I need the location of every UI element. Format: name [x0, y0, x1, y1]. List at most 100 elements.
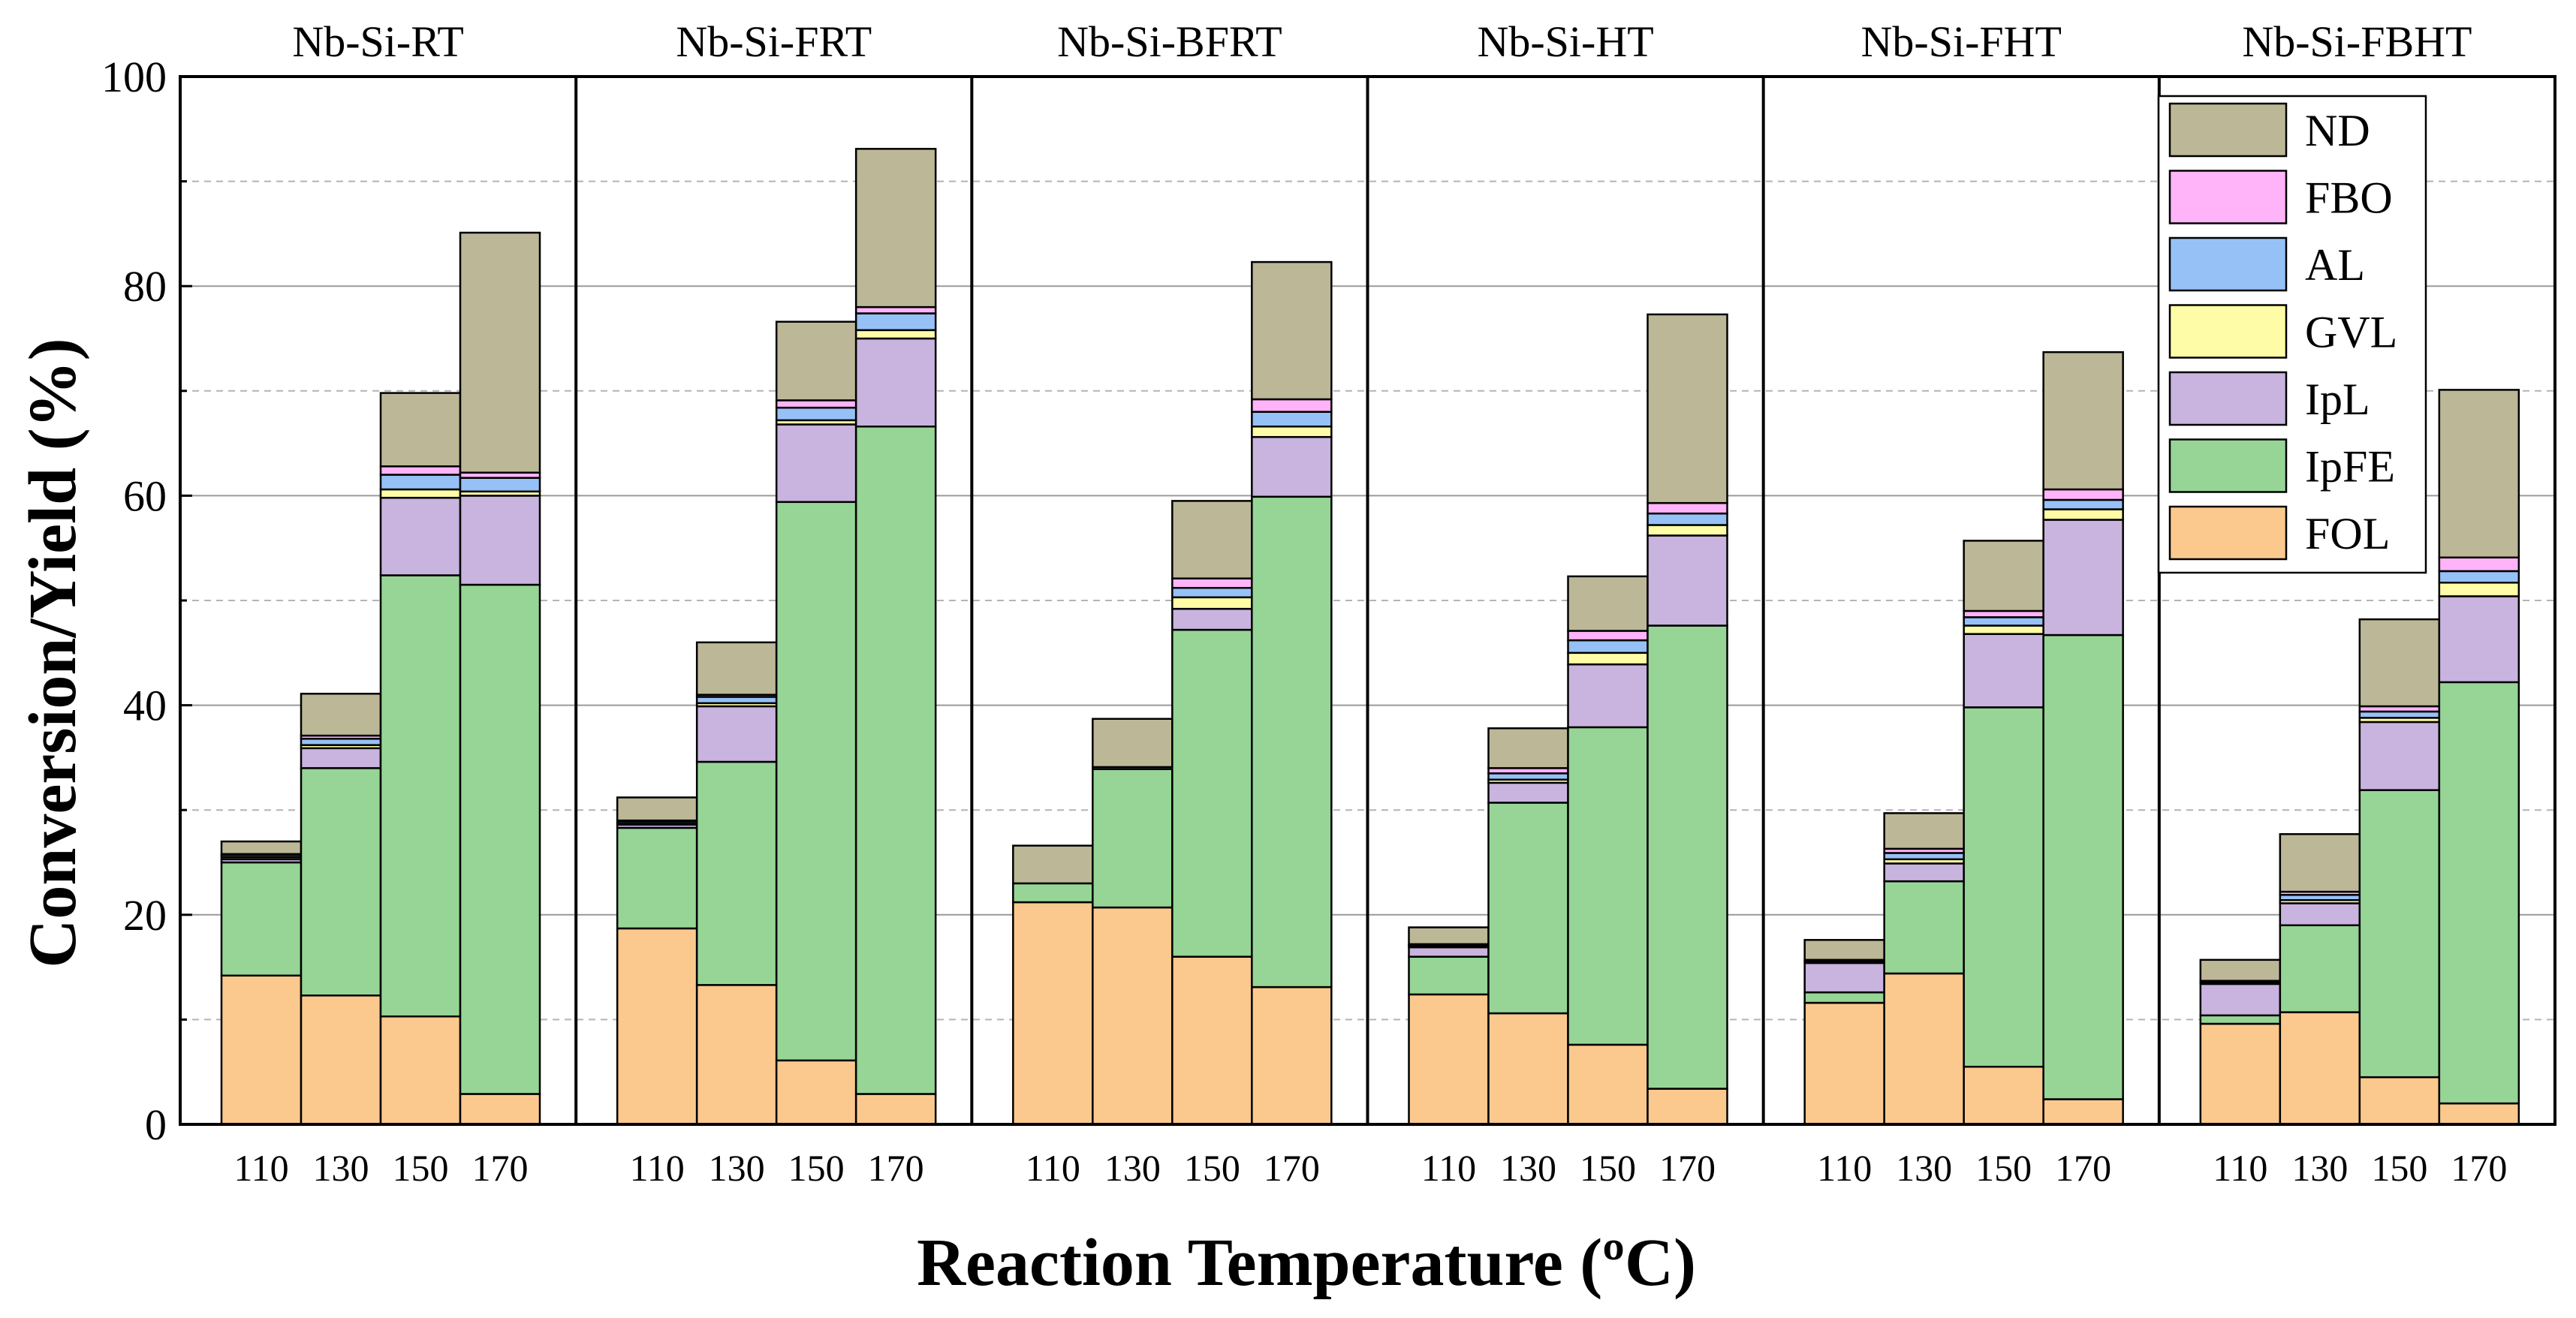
x-tick-label: 170	[1659, 1147, 1716, 1189]
bar-segment-ipl	[1803, 961, 1885, 994]
bar-segment-ipfe	[1803, 991, 1885, 1004]
bar-segment-gvl	[1567, 651, 1649, 666]
bar-segment-fol	[220, 974, 303, 1126]
bar-segment-ipfe	[1567, 726, 1649, 1046]
bar-segment-nd	[1647, 313, 1728, 504]
bar-segment-nd	[1171, 500, 1253, 579]
bar-segment-ipfe	[695, 760, 778, 986]
bar-segment-al	[1883, 852, 1965, 861]
bar-segment-nd	[1092, 718, 1174, 769]
y-tick-label: 100	[101, 53, 167, 101]
bar-segment-al	[1487, 772, 1569, 781]
bar-segment-fol	[1251, 985, 1333, 1126]
bar-segment-al	[775, 406, 857, 422]
bar-segment-al	[2042, 498, 2124, 510]
bar-segment-fbo	[854, 305, 937, 314]
bar-segment-ipfe	[220, 861, 303, 977]
bar-segment-ipfe	[1408, 955, 1490, 996]
bar-segment-ipl	[695, 705, 778, 763]
panel-title: Nb-Si-RT	[292, 17, 464, 66]
bar-segment-nd	[2042, 351, 2124, 491]
x-tick-label: 130	[1104, 1147, 1161, 1189]
bar-segment-al	[300, 738, 382, 746]
bar-segment-ipfe	[2199, 1014, 2282, 1025]
x-tick-label: 110	[1421, 1147, 1476, 1189]
legend-swatch-fbo	[2168, 170, 2288, 224]
bar-segment-nd	[1251, 260, 1333, 401]
bar-segment-nd	[2279, 833, 2361, 893]
bar-segment-nd	[775, 320, 857, 402]
bar-segment-fol	[775, 1059, 857, 1126]
legend-label: GVL	[2305, 308, 2397, 357]
bar-segment-nd	[459, 231, 541, 474]
bar-segment-gvl	[1963, 624, 2044, 635]
bar-segment-fol	[695, 984, 778, 1126]
bar-segment-al	[1567, 639, 1649, 654]
bar-segment-ipfe	[1092, 768, 1174, 909]
bar-segment-fol	[1092, 906, 1174, 1126]
legend-label: IpFE	[2305, 442, 2395, 492]
bar-segment-ipfe	[379, 574, 462, 1018]
bar-segment-al	[379, 474, 462, 491]
bar-segment-fol	[300, 995, 382, 1126]
x-tick-label: 170	[472, 1147, 529, 1189]
bar-segment-fol	[616, 927, 698, 1126]
bar-segment-al	[1171, 586, 1253, 599]
bar-segment-fbo	[1251, 398, 1333, 413]
bar-segment-nd	[1408, 926, 1490, 946]
bars	[220, 148, 2520, 1126]
bar-segment-ipl	[1408, 946, 1490, 958]
x-tick-label: 150	[1580, 1147, 1636, 1189]
bar-segment-ipl	[379, 496, 462, 576]
bar-segment-nd	[220, 840, 303, 856]
legend: ND FBO AL GVL IpL IpFE FOL	[2157, 95, 2427, 574]
bar-segment-ipl	[300, 747, 382, 769]
legend-swatch-ipl	[2168, 371, 2288, 426]
bar-segment-gvl	[854, 329, 937, 340]
bar-segment-fol	[2358, 1076, 2441, 1126]
legend-swatch-fol	[2168, 505, 2288, 561]
bar-segment-fbo	[2438, 556, 2520, 573]
bar-segment-ipl	[2042, 519, 2124, 636]
bar-segment-al	[2358, 710, 2441, 719]
bar-segment-nd	[2438, 389, 2520, 559]
bar-segment-nd	[2199, 958, 2282, 982]
bar-segment-fol	[2199, 1022, 2282, 1126]
bar-segment-ipfe	[1012, 882, 1094, 904]
bar-segment-nd	[1883, 812, 1965, 850]
bar-segment-fol	[459, 1093, 541, 1126]
bar-segment-ipfe	[1487, 802, 1569, 1015]
y-tick-label: 20	[123, 891, 167, 940]
bar-segment-nd	[1963, 540, 2044, 612]
bar-segment-fbo	[1171, 577, 1253, 589]
bar-segment-fol	[1487, 1012, 1569, 1126]
bar-segment-fol	[1883, 972, 1965, 1126]
bar-segment-fol	[854, 1093, 937, 1126]
bar-segment-fol	[1171, 955, 1253, 1126]
bar-segment-al	[459, 477, 541, 493]
bar-segment-al	[695, 696, 778, 705]
bar-segment-ipfe	[1251, 495, 1333, 988]
bar-segment-ipl	[2438, 595, 2520, 684]
bar-segment-ipl	[1251, 435, 1333, 498]
x-tick-label: 130	[2291, 1147, 2348, 1189]
bar-segment-fol	[2438, 1102, 2520, 1126]
x-tick-label: 110	[2213, 1147, 2267, 1189]
bar-segment-al	[2438, 570, 2520, 584]
panel-title: Nb-Si-FRT	[676, 17, 872, 66]
bar-segment-ipl	[854, 337, 937, 428]
panel-title: Nb-Si-HT	[1477, 17, 1653, 66]
bar-segment-ipfe	[2279, 924, 2361, 1013]
bar-segment-fol	[1408, 993, 1490, 1126]
bar-segment-gvl	[2042, 508, 2124, 521]
x-tick-label: 130	[1896, 1147, 1952, 1189]
y-tick-label: 0	[145, 1100, 167, 1149]
bar-segment-fbo	[2042, 488, 2124, 501]
x-axis-title: Reaction Temperature (ºC)	[917, 1226, 1696, 1300]
bar-segment-ipl	[2358, 721, 2441, 791]
bar-segment-nd	[2358, 618, 2441, 708]
bar-segment-fol	[379, 1015, 462, 1126]
legend-swatch-ipfe	[2168, 438, 2288, 493]
bar-segment-ipl	[1567, 663, 1649, 729]
